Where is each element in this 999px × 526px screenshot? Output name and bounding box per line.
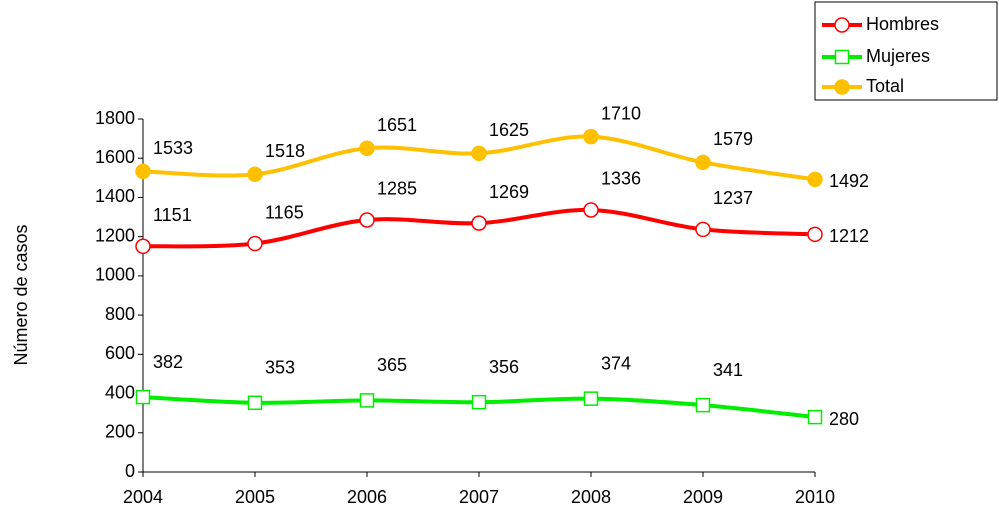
data-label: 1492	[829, 171, 869, 191]
data-label: 1336	[601, 169, 641, 189]
y-tick-label: 1600	[95, 147, 135, 167]
data-label: 280	[829, 409, 859, 429]
x-tick-label: 2009	[683, 487, 723, 507]
legend-marker	[834, 49, 850, 65]
data-point	[135, 389, 151, 405]
data-point	[583, 202, 599, 218]
y-axis-label: Número de casos	[11, 224, 31, 365]
legend-label: Total	[866, 76, 904, 96]
data-point	[247, 235, 263, 252]
data-label: 1710	[601, 103, 641, 123]
y-tick-label: 0	[125, 461, 135, 481]
x-tick-label: 2008	[571, 487, 611, 507]
data-point	[359, 212, 375, 228]
y-tick-label: 1200	[95, 225, 135, 245]
data-point	[471, 215, 487, 231]
data-label: 356	[489, 357, 519, 377]
y-tick-label: 200	[105, 422, 135, 442]
legend-label: Hombres	[866, 14, 939, 34]
data-point	[135, 238, 151, 255]
data-label: 365	[377, 355, 407, 375]
y-tick-label: 800	[105, 304, 135, 324]
data-point	[807, 226, 823, 243]
data-label: 1518	[265, 141, 305, 161]
data-point	[135, 163, 151, 180]
legend-label: Mujeres	[866, 46, 930, 66]
data-label: 1285	[377, 179, 417, 199]
data-label: 341	[713, 360, 743, 380]
legend-marker	[834, 79, 850, 95]
x-tick-label: 2005	[235, 487, 275, 507]
data-label: 382	[153, 352, 183, 372]
data-point	[471, 145, 487, 162]
data-point	[583, 391, 599, 406]
data-label: 1579	[713, 129, 753, 149]
legend-marker	[834, 17, 850, 33]
data-label: 374	[601, 353, 631, 373]
data-label: 1269	[489, 182, 529, 202]
data-point	[471, 394, 487, 410]
data-point	[247, 166, 263, 183]
y-tick-label: 1000	[95, 265, 135, 285]
data-label: 1625	[489, 120, 529, 140]
x-tick-label: 2004	[123, 487, 163, 507]
data-label: 1651	[377, 115, 417, 135]
data-point	[583, 128, 599, 145]
data-label: 1533	[153, 138, 193, 158]
data-point	[807, 409, 823, 425]
data-point	[695, 221, 711, 238]
data-point	[695, 154, 711, 171]
data-label: 1237	[713, 188, 753, 208]
y-tick-label: 400	[105, 382, 135, 402]
x-tick-label: 2007	[459, 487, 499, 507]
data-label: 353	[265, 358, 295, 378]
y-tick-label: 1800	[95, 108, 135, 128]
y-tick-label: 600	[105, 343, 135, 363]
data-point	[359, 393, 375, 408]
data-point	[807, 171, 823, 188]
data-label: 1151	[153, 205, 192, 225]
data-point	[359, 140, 375, 156]
data-label: 1212	[829, 226, 869, 246]
data-point	[247, 395, 263, 411]
data-label: 1165	[265, 202, 304, 222]
data-point	[695, 397, 711, 413]
x-tick-label: 2006	[347, 487, 387, 507]
y-tick-label: 1400	[95, 186, 135, 206]
x-tick-label: 2010	[795, 487, 835, 507]
